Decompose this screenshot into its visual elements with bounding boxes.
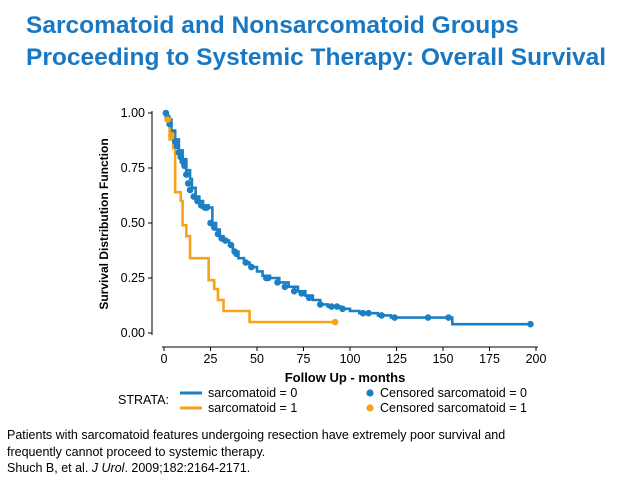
- censor-point-sarcomatoid-0: [248, 263, 255, 271]
- citation-details: . 2009;182:2164-2171.: [124, 461, 251, 475]
- censor-point-sarcomatoid-0: [339, 305, 346, 313]
- title-line-1: Sarcomatoid and Nonsarcomatoid Groups: [26, 12, 519, 39]
- censor-point-sarcomatoid-0: [281, 283, 289, 291]
- km-line-sarcomatoid-1: [164, 111, 336, 324]
- censor-point-sarcomatoid-0: [391, 314, 398, 321]
- censor-point-sarcomatoid-0: [183, 171, 190, 178]
- censor-point-sarcomatoid-0: [445, 314, 452, 321]
- censor-point-sarcomatoid-0: [424, 314, 432, 321]
- title-line-2: Proceeding to Systemic Therapy: Overall …: [26, 44, 607, 71]
- censor-point-sarcomatoid-0: [290, 287, 298, 295]
- censor-point-sarcomatoid-0: [378, 312, 385, 319]
- censor-point-sarcomatoid-0: [333, 303, 341, 310]
- slide-title: Sarcomatoid and Nonsarcomatoid Groups Pr…: [26, 10, 626, 74]
- x-tick-label: 0: [161, 352, 168, 366]
- censor-point-sarcomatoid-0: [316, 301, 324, 308]
- chart-axes: 0.00 0.25 0.50 0.75 1.00 0 25 50 75 100 125 150 175 2…: [121, 106, 547, 366]
- x-tick-label: 125: [386, 352, 407, 366]
- citation-journal: J Urol: [91, 461, 125, 475]
- x-axis-label: Follow Up - months: [285, 370, 406, 385]
- censor-point-sarcomatoid-0: [242, 259, 250, 266]
- censor-point-sarcomatoid-0: [203, 204, 211, 211]
- censor-point-sarcomatoid-0: [233, 250, 240, 258]
- y-tick-label: 0.00: [121, 326, 145, 340]
- x-tick-label: 75: [297, 352, 311, 366]
- censor-point-sarcomatoid-1: [331, 318, 339, 326]
- legend-label: sarcomatoid = 1: [208, 401, 297, 415]
- citation: Shuch B, et al. J Urol. 2009;182:2164-21…: [7, 460, 633, 477]
- x-tick-label: 25: [204, 352, 218, 366]
- footer-line-1: Patients with sarcomatoid features under…: [7, 428, 506, 442]
- censor-point-sarcomatoid-0: [274, 279, 281, 286]
- censor-point-sarcomatoid-0: [181, 162, 188, 170]
- censor-point-sarcomatoid-0: [365, 309, 372, 317]
- x-tick-label: 175: [479, 352, 500, 366]
- censor-point-sarcomatoid-0: [210, 224, 218, 231]
- citation-authors: Shuch B, et al.: [7, 461, 92, 475]
- legend-label: sarcomatoid = 0: [208, 386, 297, 400]
- legend-label: Censored sarcomatoid = 1: [380, 401, 527, 415]
- y-axis-label: Survival Distribution Function: [97, 138, 111, 309]
- y-tick-label: 1.00: [121, 106, 145, 120]
- censor-point-sarcomatoid-0: [222, 237, 229, 244]
- censor-point-sarcomatoid-1: [164, 116, 172, 123]
- x-tick-label: 50: [250, 352, 264, 366]
- censor-point-sarcomatoid-0: [207, 219, 214, 227]
- censor-point-sarcomatoid-0: [328, 303, 335, 310]
- legend-dot-swatch-0: [366, 389, 374, 397]
- censor-point-sarcomatoid-0: [264, 274, 272, 282]
- y-tick-label: 0.75: [121, 161, 145, 175]
- censor-point-sarcomatoid-0: [214, 230, 222, 238]
- censor-point-sarcomatoid-0: [305, 294, 313, 302]
- x-tick-label: 100: [340, 352, 361, 366]
- legend-label: Censored sarcomatoid = 0: [380, 386, 527, 400]
- censor-point-sarcomatoid-0: [298, 290, 305, 297]
- censor-point-sarcomatoid-0: [527, 320, 534, 328]
- y-tick-label: 0.50: [121, 216, 145, 230]
- censor-point-sarcomatoid-0: [359, 309, 367, 317]
- x-tick-label: 200: [526, 352, 547, 366]
- chart-legend: STRATA: sarcomatoid = 0 Censored sarcomat…: [118, 386, 527, 415]
- censor-point-sarcomatoid-0: [227, 241, 235, 249]
- y-tick-label: 0.25: [121, 271, 145, 285]
- x-tick-label: 150: [433, 352, 454, 366]
- censor-point-sarcomatoid-0: [194, 197, 201, 205]
- censor-point-sarcomatoid-0: [184, 180, 192, 187]
- censor-point-sarcomatoid-0: [173, 142, 181, 150]
- footer-line-2: frequently cannot proceed to systemic th…: [7, 444, 266, 459]
- survival-chart: 0.00 0.25 0.50 0.75 1.00 0 25 50 75 100 125 150 175 2…: [97, 106, 547, 415]
- chart-plot-area: [162, 109, 534, 328]
- legend-dot-swatch-1: [366, 404, 374, 412]
- footer-note: Patients with sarcomatoid features under…: [7, 427, 633, 477]
- legend-title: STRATA:: [118, 393, 169, 407]
- censor-point-sarcomatoid-0: [190, 193, 198, 200]
- censor-point-sarcomatoid-1: [168, 131, 175, 139]
- censor-point-sarcomatoid-0: [186, 186, 194, 194]
